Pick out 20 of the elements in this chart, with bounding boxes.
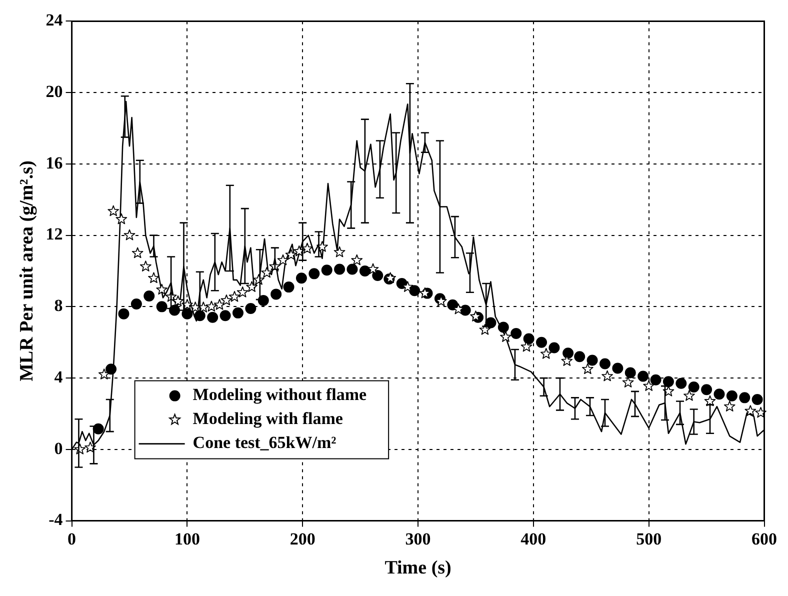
y-tick-label: 8 xyxy=(54,296,63,316)
legend-label: Modeling with flame xyxy=(192,409,344,428)
x-tick-label: 500 xyxy=(636,529,662,548)
x-tick-label: 200 xyxy=(290,529,316,548)
x-tick-label: 0 xyxy=(68,529,76,548)
legend-label: Cone test_65kW/m² xyxy=(192,433,336,452)
y-tick-label: 12 xyxy=(46,224,63,244)
y-tick-label: 0 xyxy=(54,438,63,458)
x-tick-label: 400 xyxy=(520,529,546,548)
y-tick-label: 4 xyxy=(54,367,64,386)
x-tick-label: 300 xyxy=(405,529,431,548)
y-tick-label: 24 xyxy=(46,10,64,30)
legend-label: Modeling without flame xyxy=(192,385,368,404)
y-axis-title: MLR Per unit area (g/m².s) xyxy=(16,160,38,382)
x-tick-label: 600 xyxy=(752,529,777,548)
x-tick-label: 100 xyxy=(174,529,200,548)
y-tick-label: 16 xyxy=(46,153,63,172)
y-tick-label: -4 xyxy=(48,510,64,530)
y-tick-label: 20 xyxy=(46,82,63,101)
x-axis-title: Time (s) xyxy=(384,558,452,579)
